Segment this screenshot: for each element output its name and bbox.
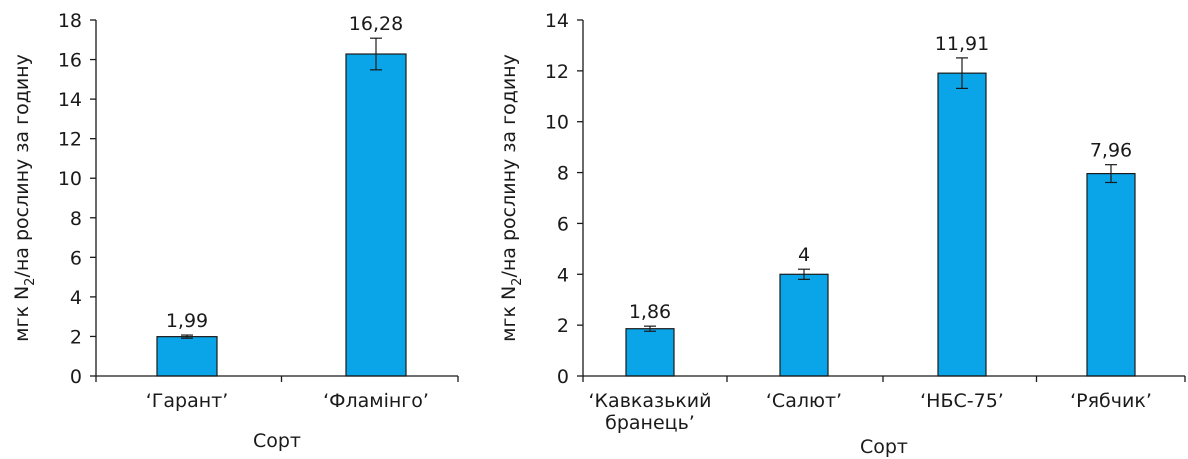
y-axis-title-prefix: мгк N	[498, 286, 520, 342]
y-tick-label: 10	[545, 112, 569, 134]
y-tick-label: 2	[557, 315, 569, 337]
x-tick-label: ‘Рябчик’	[1070, 390, 1152, 412]
y-axis-title: мгк N2/на рослину за годину	[11, 54, 38, 342]
y-axis-title-prefix: мгк N	[11, 286, 33, 342]
x-tick-label: ‘НБС-75’	[920, 390, 1004, 412]
x-tick-label: бранець’	[605, 412, 695, 434]
y-tick-label: 14	[545, 10, 569, 32]
data-label: 16,28	[349, 13, 403, 35]
y-tick-label: 0	[557, 366, 569, 388]
y-tick-label: 4	[557, 264, 569, 286]
y-tick-label: 18	[58, 10, 82, 32]
y-tick-label: 12	[58, 129, 82, 151]
chart-2: 1,86 4 11,91 7,96 0 2 4 6 8 10 12 14 ‘Кавказькийбран…	[498, 10, 1186, 458]
y-tick-label: 8	[557, 163, 569, 185]
y-tick-label: 0	[70, 366, 82, 388]
data-label: 11,91	[935, 33, 989, 55]
bar	[779, 273, 829, 377]
bar	[1086, 172, 1136, 377]
y-tick-label: 14	[58, 89, 82, 111]
data-label: 1,86	[629, 301, 671, 323]
data-label: 7,96	[1090, 140, 1132, 162]
x-tick-label: ‘Салют’	[766, 390, 842, 412]
chart-1: 1,99 16,28 0 2 4 6 8 10 12 14 16 18 ‘Гарант’ ‘Фламінг…	[11, 10, 459, 452]
y-tick-label: 6	[557, 213, 569, 235]
bar	[156, 336, 218, 377]
data-label: 1,99	[166, 310, 208, 332]
bar	[625, 328, 675, 377]
x-tick-label: ‘Кавказький	[589, 390, 712, 412]
x-axis-title: Сорт	[253, 430, 301, 452]
x-axis-title: Сорт	[860, 436, 908, 458]
bar	[937, 72, 987, 377]
y-axis-title: мгк N2/на рослину за годину	[498, 54, 525, 342]
y-axis-title-suffix: /на рослину за годину	[11, 54, 33, 277]
y-tick-label: 10	[58, 168, 82, 190]
data-label: 4	[798, 244, 810, 266]
x-tick-label: ‘Гарант’	[146, 390, 229, 412]
y-tick-label: 16	[58, 50, 82, 72]
y-tick-label: 2	[70, 326, 82, 348]
y-tick-label: 4	[70, 287, 82, 309]
y-axis-title-subscript: 2	[510, 278, 525, 286]
x-tick-label: ‘Фламінго’	[323, 390, 429, 412]
bar	[345, 53, 407, 377]
y-tick-label: 6	[70, 247, 82, 269]
y-axis-title-suffix: /на рослину за годину	[498, 54, 520, 277]
y-tick-label: 12	[545, 61, 569, 83]
y-axis-title-subscript: 2	[23, 278, 38, 286]
y-tick-label: 8	[70, 208, 82, 230]
